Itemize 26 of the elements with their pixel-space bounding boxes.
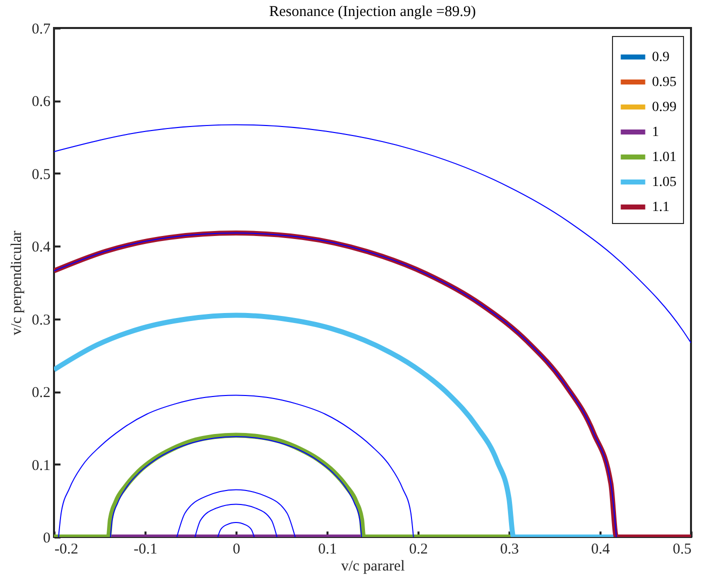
x-tick-label: -0.1 xyxy=(134,542,158,558)
legend-label: 1.05 xyxy=(652,175,676,190)
y-axis-title: v/c perpendicular xyxy=(8,230,25,336)
x-tick-label: 0.1 xyxy=(318,542,337,558)
x-axis-title: v/c pararel xyxy=(341,558,405,574)
x-tick-label: 0.3 xyxy=(500,542,519,558)
y-tick-label: 0.2 xyxy=(32,385,50,402)
y-tick-label: 0.4 xyxy=(32,240,51,256)
y-tick-label: 0.1 xyxy=(32,458,50,474)
x-tick-label: -0.2 xyxy=(54,542,78,558)
y-tick-label: 0.3 xyxy=(32,312,50,328)
legend-label: 1 xyxy=(652,125,659,140)
legend-label: 1.1 xyxy=(652,200,670,215)
x-tick-label: 0.2 xyxy=(409,542,428,558)
y-tick-label: 0.5 xyxy=(32,166,50,183)
legend-label: 0.99 xyxy=(652,100,676,115)
x-tick-label: 0 xyxy=(232,542,240,558)
y-tick-label: 0.6 xyxy=(32,94,51,110)
x-tick-label: 0.4 xyxy=(591,542,610,558)
legend-label: 0.95 xyxy=(652,75,676,90)
legend-label: 0.9 xyxy=(652,50,670,65)
x-tick-label: 0.5 xyxy=(672,542,692,558)
legend-label: 1.01 xyxy=(652,150,676,165)
chart-title: Resonance (Injection angle =89.9) xyxy=(269,4,476,20)
y-tick-label: 0 xyxy=(43,530,50,546)
y-tick-label: 0.7 xyxy=(32,22,51,38)
